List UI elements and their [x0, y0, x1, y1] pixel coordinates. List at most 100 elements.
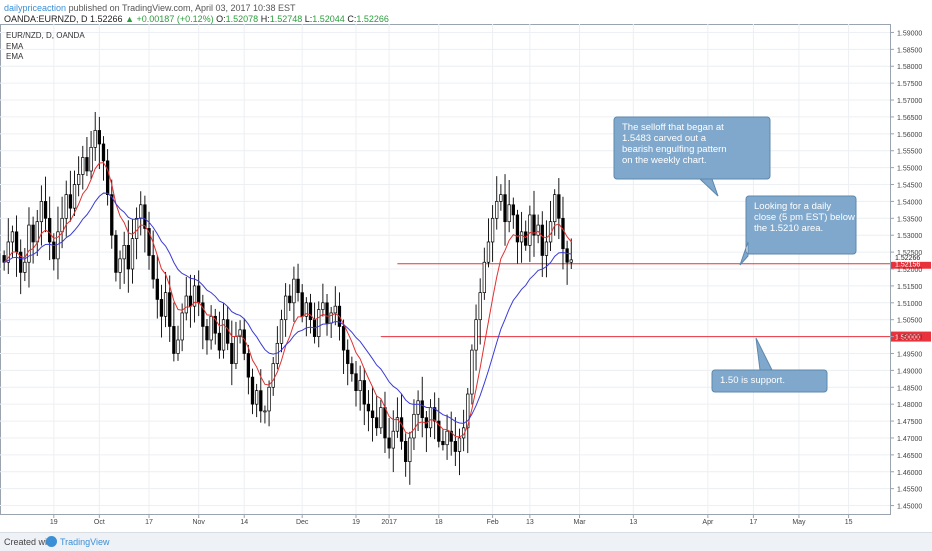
- footer-bar: Created with TradingView: [0, 532, 932, 551]
- bearish-candle: [346, 349, 350, 364]
- bearish-candle: [420, 400, 424, 419]
- bearish-candle: [105, 160, 110, 196]
- bearish-candle: [366, 403, 371, 412]
- bullish-candle: [93, 130, 97, 148]
- bullish-candle: [184, 295, 188, 314]
- last-price-tag: [891, 251, 931, 262]
- bullish-candle: [428, 407, 433, 429]
- bearish-candle: [155, 278, 159, 300]
- bullish-candle: [478, 292, 482, 321]
- bullish-candle: [321, 302, 325, 310]
- bearish-candle: [540, 224, 544, 256]
- callout-3-text: 1.50 is support.: [720, 375, 785, 386]
- chart-frame[interactable]: 1.52156 1.50000 1.52266 1.45000 1.45500 1.46…: [0, 24, 932, 528]
- bearish-candle: [370, 410, 375, 419]
- bullish-candle: [35, 221, 39, 243]
- y-tick-label: 1.51500: [897, 284, 922, 291]
- x-tick-label: 17: [145, 519, 153, 526]
- bullish-candle: [10, 231, 15, 243]
- y-tick-label: 1.55500: [897, 149, 922, 156]
- x-tick-label: Nov: [192, 519, 205, 526]
- bearish-candle: [48, 217, 52, 243]
- bullish-candle: [544, 241, 549, 256]
- last-price-label: 1.52266: [895, 255, 920, 262]
- bullish-candle: [60, 217, 64, 233]
- bearish-candle: [453, 440, 457, 452]
- bullish-candle: [457, 437, 462, 452]
- y-tick-label: 1.45500: [897, 487, 922, 494]
- bullish-candle: [379, 407, 383, 429]
- legend-title: EUR/NZD, D, OANDA: [6, 31, 85, 40]
- bearish-candle: [43, 201, 48, 219]
- bearish-candle: [217, 332, 222, 351]
- bearish-candle: [110, 194, 114, 236]
- y-tick-label: 1.57500: [897, 81, 922, 88]
- y-tick-label: 1.49000: [897, 368, 922, 375]
- bullish-candle: [358, 380, 362, 392]
- bullish-candle: [238, 329, 242, 337]
- callout-1-box: [613, 116, 771, 197]
- bearish-candle: [147, 228, 151, 256]
- x-tick-label: Feb: [487, 519, 499, 526]
- price-change: +0.00187 (+0.12%): [136, 14, 214, 24]
- bearish-candle: [350, 363, 354, 375]
- x-tick-label: 18: [435, 519, 443, 526]
- tradingview-brand-link[interactable]: TradingView: [60, 537, 110, 547]
- bearish-candle: [449, 430, 453, 442]
- bullish-candle: [466, 393, 470, 429]
- price-chart[interactable]: 1.52156 1.50000 1.52266 1.45000 1.45500 1.46…: [0, 24, 932, 528]
- bearish-candle: [387, 437, 391, 449]
- author-link[interactable]: dailypriceaction: [4, 3, 67, 13]
- bullish-candle: [27, 224, 31, 263]
- tradingview-logo-icon: [46, 536, 57, 547]
- bullish-candle: [89, 146, 93, 172]
- bearish-candle: [143, 204, 147, 229]
- bullish-candle: [499, 194, 503, 202]
- bullish-candle: [134, 217, 139, 239]
- bearish-candle: [441, 440, 445, 446]
- bullish-candle: [329, 312, 333, 324]
- bearish-candle: [172, 326, 176, 354]
- bearish-candle: [503, 194, 507, 223]
- bearish-candle: [159, 299, 164, 317]
- bullish-candle: [292, 278, 296, 304]
- y-tick-label: 1.58500: [897, 47, 922, 54]
- bullish-candle: [263, 410, 267, 413]
- high-label: H:: [260, 14, 270, 24]
- bearish-candle: [433, 407, 437, 422]
- time-axis[interactable]: 19 Oct 17 Nov 14 Dec 19 2017 18 Feb 13 Mar 13 Apr 17 Ma…: [50, 514, 853, 526]
- bearish-candle: [565, 248, 569, 263]
- bullish-candle: [486, 241, 491, 263]
- x-tick-label: Oct: [94, 519, 105, 526]
- bearish-candle: [151, 255, 155, 280]
- bullish-candle: [536, 224, 540, 236]
- open-label: O:: [216, 14, 226, 24]
- bearish-candle: [31, 224, 35, 243]
- bullish-candle: [507, 204, 511, 223]
- price-axis[interactable]: 1.45000 1.45500 1.46000 1.46500 1.47000 1.475…: [890, 30, 922, 511]
- high-value: 1.52748: [269, 14, 303, 24]
- y-tick-label: 1.53000: [897, 233, 922, 240]
- bearish-candle: [259, 390, 263, 412]
- bullish-candle: [139, 204, 143, 219]
- ohlc-line: OANDA:EURNZD, D 1.52266 ▲ +0.00187 (+0.1…: [4, 14, 389, 24]
- horizontal-levels: 1.52156 1.50000 1.52266: [380, 251, 931, 342]
- bearish-candle: [532, 214, 536, 236]
- bearish-candle: [188, 295, 193, 307]
- bullish-candle: [176, 339, 180, 354]
- bearish-candle: [524, 231, 528, 246]
- bullish-candle: [255, 390, 259, 405]
- bearish-candle: [375, 417, 379, 429]
- last-price: 1.52266: [90, 14, 123, 24]
- x-tick-label: 13: [526, 519, 534, 526]
- created-with-label: Created with: [4, 537, 55, 547]
- bearish-candle: [404, 440, 408, 462]
- x-tick-label: 2017: [381, 519, 397, 526]
- y-tick-label: 1.59000: [897, 30, 922, 37]
- bullish-candle: [163, 292, 168, 317]
- x-tick-label: 17: [749, 519, 757, 526]
- bearish-candle: [354, 373, 358, 392]
- bullish-candle: [56, 231, 60, 260]
- y-tick-label: 1.53500: [897, 216, 922, 223]
- level-price-tag: [891, 331, 931, 342]
